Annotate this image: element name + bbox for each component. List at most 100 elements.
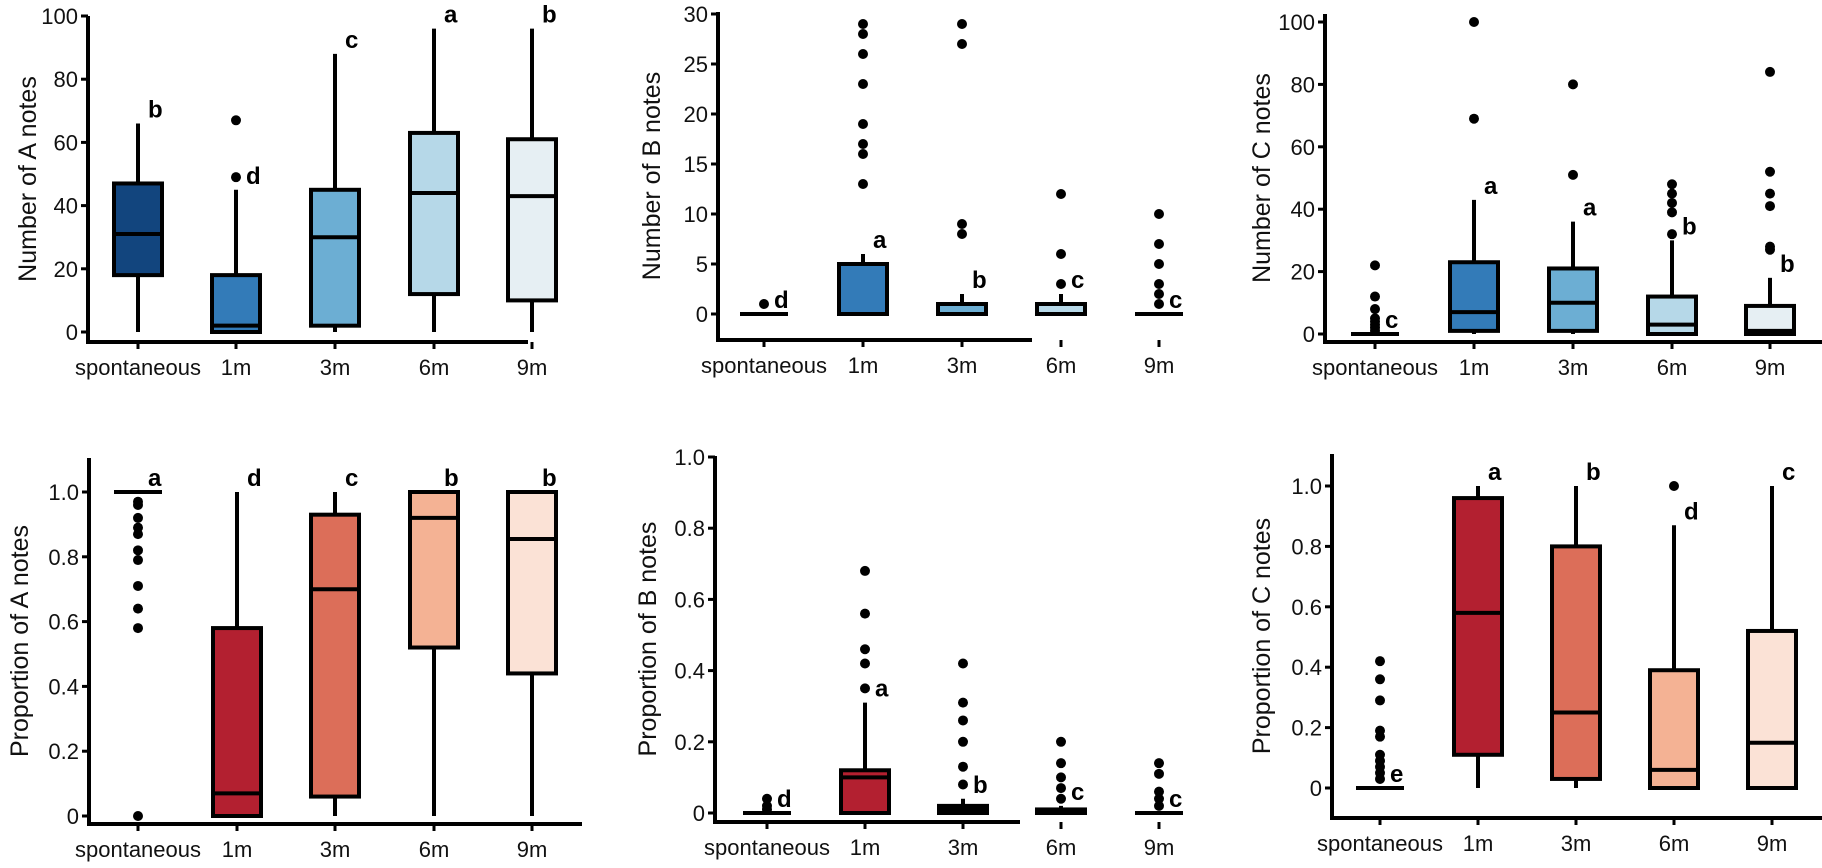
significance-letter: b: [444, 465, 459, 492]
x-tick-label: 3m: [320, 355, 351, 380]
significance-letter: c: [1169, 786, 1182, 813]
outlier-point: [133, 811, 143, 821]
y-tick-label: 0.4: [48, 674, 79, 699]
significance-letter: b: [1586, 459, 1601, 486]
panel-3: 0 20 40 60 80 100 Number of C notes spontaneous…: [1248, 10, 1822, 380]
outlier-point: [133, 522, 143, 533]
box-iqr: [408, 490, 460, 650]
y-tick-label: 0.2: [1291, 716, 1322, 741]
outlier-point: [957, 219, 967, 229]
x-tick-label: 3m: [947, 353, 978, 378]
panel-6: 0 0.2 0.4 0.6 0.8 1.0 Proportion of C notes spo…: [1248, 454, 1822, 856]
outlier-point: [957, 229, 967, 239]
outlier-point: [1667, 207, 1677, 218]
x-tick-label: spontaneous: [1317, 831, 1443, 856]
x-tick-label: 6m: [1659, 831, 1690, 856]
x-tick-label: spontaneous: [75, 837, 201, 862]
box-1m: d: [211, 465, 263, 819]
x-tick-label: spontaneous: [704, 835, 830, 860]
significance-letter: d: [246, 163, 261, 190]
outlier-point: [958, 658, 968, 669]
outlier-point: [762, 793, 772, 804]
box-iqr: [1646, 294, 1698, 336]
box-3m: b: [936, 19, 988, 316]
box-spontaneous: c: [1351, 260, 1399, 336]
box-3m: c: [309, 27, 361, 332]
box-3m: b: [937, 658, 989, 816]
y-tick-label: 0.8: [48, 545, 79, 570]
outlier-point: [860, 683, 870, 694]
y-tick-label: 5: [696, 252, 708, 277]
y-tick-label: 40: [54, 194, 78, 219]
box-9m: b: [1744, 66, 1796, 337]
outlier-point: [133, 603, 143, 614]
y-axis-title: Number of A notes: [14, 76, 42, 282]
outlier-point: [1154, 259, 1164, 269]
y-tick-label: 0: [67, 804, 79, 829]
y-tick-label: 10: [684, 202, 708, 227]
y-tick-label: 80: [1291, 72, 1315, 97]
significance-letter: a: [148, 465, 162, 492]
outlier-point: [133, 496, 143, 507]
y-tick-label: 80: [54, 67, 78, 92]
significance-letter: c: [1169, 287, 1182, 314]
box-iqr: [506, 490, 558, 676]
significance-letter: d: [777, 786, 792, 813]
y-axis-title: Number of B notes: [638, 72, 666, 280]
outlier-point: [1765, 166, 1775, 177]
significance-letter: b: [542, 465, 557, 492]
x-tick-label: 9m: [1144, 835, 1175, 860]
outlier-point: [858, 119, 868, 129]
box-6m: b: [1646, 179, 1698, 336]
x-tick-label: 3m: [1561, 831, 1592, 856]
outlier-point: [1056, 783, 1066, 794]
outlier-point: [1154, 768, 1164, 779]
box-iqr: [408, 130, 460, 297]
x-tick-label: 9m: [1755, 355, 1786, 380]
significance-letter: c: [1782, 459, 1795, 486]
box-1m: a: [1448, 17, 1500, 334]
y-axis-title: Proportion of B notes: [634, 522, 662, 757]
outlier-point: [1765, 188, 1775, 199]
outlier-point: [1056, 772, 1066, 783]
outlier-point: [1154, 209, 1164, 219]
outlier-point: [1056, 736, 1066, 747]
x-tick-label: 1m: [1463, 831, 1494, 856]
outlier-point: [1056, 279, 1066, 289]
x-tick-label: 9m: [1757, 831, 1788, 856]
x-tick-label: spontaneous: [75, 355, 201, 380]
x-tick-label: 1m: [848, 353, 879, 378]
box-6m: c: [1035, 736, 1087, 816]
box-spontaneous: e: [1356, 656, 1404, 790]
y-tick-label: 30: [684, 2, 708, 27]
significance-letter: b: [148, 96, 163, 123]
y-tick-label: 0.8: [674, 516, 705, 541]
box-spontaneous: b: [112, 96, 164, 332]
outlier-point: [1469, 113, 1479, 124]
y-tick-label: 40: [1291, 197, 1315, 222]
box-spontaneous: a: [114, 465, 162, 821]
outlier-point: [1370, 260, 1380, 271]
outlier-point: [1375, 695, 1385, 706]
box-spontaneous: d: [743, 786, 792, 815]
outlier-point: [858, 19, 868, 29]
box-iqr: [1550, 544, 1602, 781]
box-iqr: [309, 187, 361, 328]
y-tick-label: 0.4: [1291, 655, 1322, 680]
box-iqr: [1547, 266, 1599, 333]
x-tick-label: spontaneous: [1312, 355, 1438, 380]
box-iqr: [309, 512, 361, 799]
panel-1: 0 20 40 60 80 100 Number of A notes spontaneous…: [14, 2, 558, 380]
y-tick-label: 60: [1291, 135, 1315, 160]
y-tick-label: 15: [684, 152, 708, 177]
outlier-point: [133, 580, 143, 591]
y-tick-label: 0.2: [48, 739, 79, 764]
significance-letter: b: [973, 772, 988, 799]
outlier-point: [1667, 179, 1677, 190]
box-iqr: [210, 273, 262, 334]
significance-letter: c: [345, 465, 358, 492]
y-tick-label: 1.0: [1291, 474, 1322, 499]
box-1m: a: [837, 19, 889, 316]
box-9m: c: [1135, 209, 1183, 316]
outlier-point: [1056, 793, 1066, 804]
